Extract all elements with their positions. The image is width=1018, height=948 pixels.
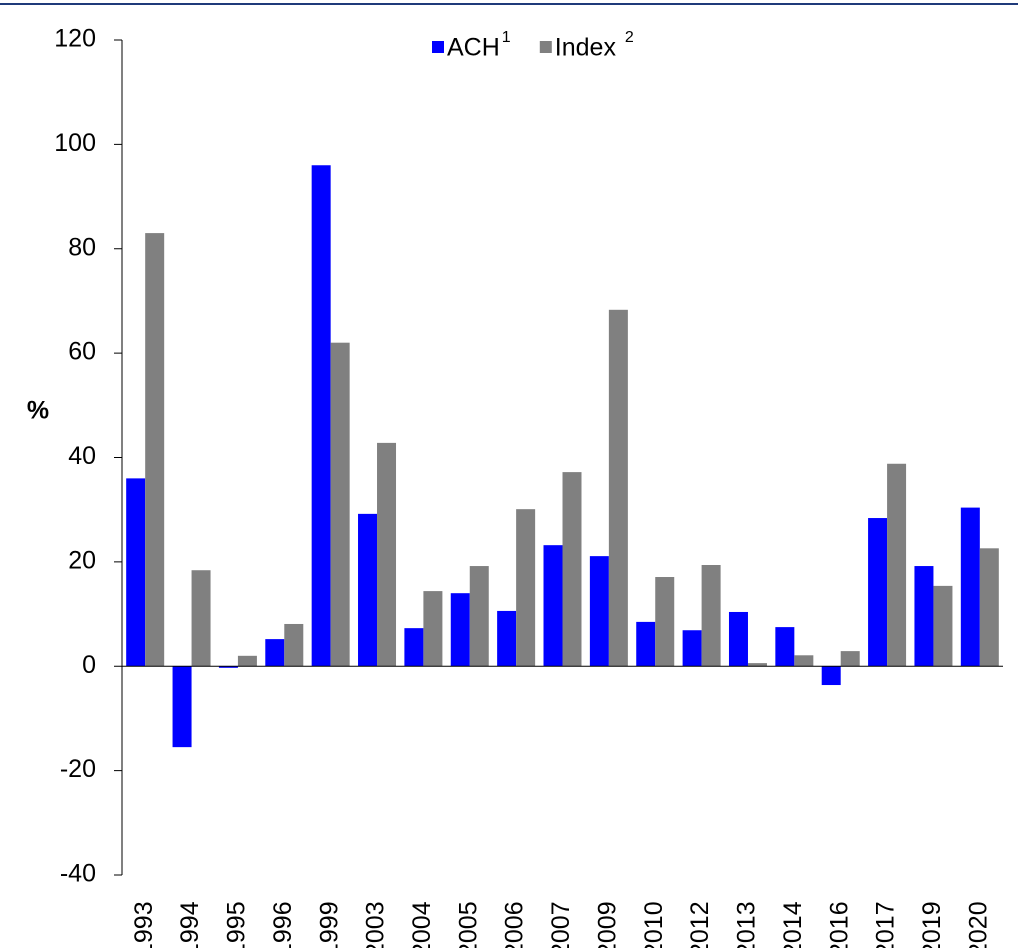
legend-note: 1 (502, 29, 511, 46)
y-tick-label: 40 (68, 442, 96, 470)
bar (450, 593, 470, 667)
bar (377, 442, 397, 667)
y-tick-label: 80 (68, 233, 96, 261)
bar (330, 342, 350, 667)
y-tick-label: -20 (60, 755, 96, 783)
bar (682, 630, 702, 667)
bar (497, 610, 517, 667)
x-tick-label: 2020 (964, 901, 992, 948)
bar (887, 463, 907, 667)
legend-swatch (432, 41, 444, 53)
x-tick-label: 2004 (408, 901, 436, 948)
x-tick-label: 2013 (733, 901, 761, 948)
x-tick-label: 1999 (315, 901, 343, 948)
x-tick-label: 2010 (640, 901, 668, 948)
x-tick-label: 2016 (825, 901, 853, 948)
bar (358, 513, 378, 667)
x-tick-label: 2007 (547, 901, 575, 948)
bar (747, 663, 767, 667)
bar (589, 556, 609, 667)
bar (284, 623, 304, 667)
bar (126, 478, 146, 667)
bar (701, 565, 721, 667)
bar (960, 507, 980, 667)
x-tick-label: 1995 (223, 901, 251, 948)
bar (265, 639, 285, 667)
x-tick-label: 2014 (779, 901, 807, 948)
bar (145, 233, 165, 667)
bar (794, 655, 814, 667)
bar (543, 545, 563, 667)
bar (423, 591, 443, 667)
legend-label: ACH (447, 34, 500, 62)
bar (218, 666, 238, 668)
bar (404, 628, 424, 667)
x-tick-label: 2012 (686, 901, 714, 948)
bar (868, 518, 888, 667)
y-tick-label: -40 (60, 860, 96, 888)
legend-swatch (539, 41, 552, 53)
bar (933, 585, 953, 667)
x-tick-label: 2019 (918, 901, 946, 948)
bar (728, 611, 748, 667)
y-tick-label: 60 (68, 338, 96, 366)
bar (469, 566, 489, 667)
x-tick-label: 1993 (130, 901, 158, 948)
bar (172, 666, 192, 748)
bar (914, 566, 934, 667)
y-tick-label: 120 (54, 25, 96, 53)
x-tick-label: 1994 (176, 901, 204, 948)
x-tick-label: 2005 (454, 901, 482, 948)
bar (237, 655, 257, 667)
x-tick-label: 2003 (362, 901, 390, 948)
bar (979, 548, 999, 667)
bar (191, 570, 211, 667)
bar (821, 666, 841, 686)
bar (562, 472, 582, 667)
bar (636, 621, 656, 667)
bar (516, 509, 536, 667)
bar (775, 627, 795, 667)
y-tick-label: 100 (54, 129, 96, 157)
x-tick-label: 2017 (872, 901, 900, 948)
bar (655, 577, 675, 667)
x-tick-label: 1996 (269, 901, 297, 948)
legend-label: Index (555, 34, 623, 62)
y-axis-label: % (27, 397, 49, 425)
y-tick-label: 0 (82, 651, 96, 679)
y-tick-label: 20 (68, 546, 96, 574)
x-tick-label: 2006 (501, 901, 529, 948)
bar (840, 651, 860, 667)
x-tick-label: 2009 (593, 901, 621, 948)
legend-note: 2 (625, 29, 634, 46)
bar (608, 309, 628, 667)
bar (311, 165, 331, 667)
